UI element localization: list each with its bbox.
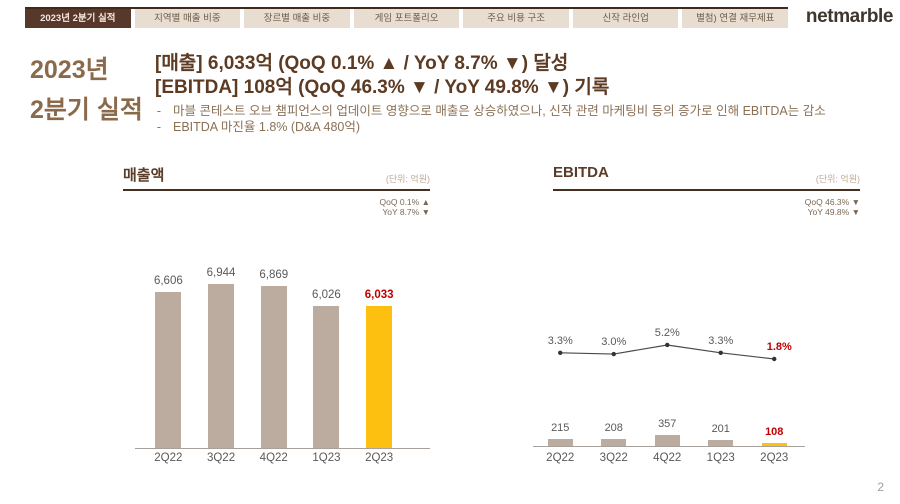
revenue-category-2Q23: 2Q23 [365,452,394,464]
ebitda-bar-3Q22 [601,439,627,446]
ebitda-margin-point-4Q22 [665,342,670,348]
revenue-value-1Q23: 6,026 [312,289,341,301]
tab-1[interactable]: 지역별 매출 비중 [134,9,241,28]
ebitda-margin-label-2Q22: 3.3% [547,334,573,347]
tab-2[interactable]: 장르별 매출 비중 [244,9,350,28]
revenue-category-4Q22: 4Q22 [259,452,288,464]
ebitda-margin-label-4Q22: 5.2% [654,326,680,339]
revenue-metric-line: [매출] 6,033억 (QoQ 0.1% ▲ / YoY 8.7% ▼) 달성 [155,53,569,74]
bullet-text: EBITDA 마진율 1.8% (D&A 480억) [173,119,361,134]
revenue-category-1Q23: 1Q23 [312,452,341,464]
bullet-dash: - [156,119,162,134]
revenue-category-2Q22: 2Q22 [154,452,183,464]
commentary-bullets: - 마블 콘테스트 오브 챔피언스의 업데이트 영향으로 매출은 상승하였으나,… [155,104,885,135]
revenue-bar-3Q22 [208,284,235,448]
headline-metrics: [매출] 6,033억 (QoQ 0.1% ▲ / YoY 8.7% ▼) 달성… [155,52,885,135]
ebitda-margin-label-1Q23: 3.3% [708,334,734,347]
tab-6[interactable]: 별첨) 연결 재무제표 [682,9,789,28]
ebitda-category-2Q22: 2Q22 [546,452,575,464]
tab-5[interactable]: 신작 라인업 [572,9,679,28]
ebitda-margin-point-2Q23 [772,356,777,362]
revenue-unit-label: (단위: 억원) [385,174,430,184]
ebitda-margin-point-3Q22 [611,351,616,357]
tab-0[interactable]: 2023년 2분기 실적 [25,9,131,28]
ebitda-qoq-label: QoQ 46.3% ▼ [804,197,860,207]
bullet-item: - EBITDA 마진율 1.8% (D&A 480억) [155,120,885,136]
ebitda-bar-2Q23 [761,443,787,446]
revenue-value-3Q22: 6,944 [206,267,236,279]
ebitda-value-2Q22: 215 [551,422,570,434]
bullet-dash: - [156,104,162,118]
ebitda-bar-1Q23 [708,440,734,446]
ebitda-margin-point-1Q23 [718,350,723,356]
revenue-qoq-yoy-annotation: QoQ 0.1% ▲ YoY 8.7% ▼ [300,197,430,217]
revenue-yoy-label: YoY 8.7% ▼ [382,207,430,217]
revenue-bar-1Q23 [313,306,340,448]
ebitda-chart-header: EBITDA (단위: 억원) [553,160,860,191]
ebitda-value-2Q23: 108 [765,426,784,438]
revenue-chart-title: 매출액 [123,167,165,184]
ebitda-unit-label: (단위: 억원) [815,174,860,184]
top-divider-line [25,7,788,9]
ebitda-category-4Q22: 4Q22 [653,452,682,464]
revenue-value-2Q22: 6,606 [153,275,183,287]
revenue-bar-2Q23 [366,306,393,448]
ebitda-yoy-label: YoY 49.8% ▼ [807,207,860,217]
ebitda-bar-2Q22 [547,439,573,446]
netmarble-logo: netmarble [805,6,894,27]
ebitda-x-axis [533,446,805,447]
tab-4[interactable]: 주요 비용 구조 [463,9,569,28]
tab-3[interactable]: 게임 포트폴리오 [353,9,460,28]
ebitda-chart-title: EBITDA [553,164,609,181]
ebitda-margin-label-3Q22: 3.0% [601,336,627,349]
ebitda-category-1Q23: 1Q23 [706,452,735,464]
bullet-item: - 마블 콘테스트 오브 챔피언스의 업데이트 영향으로 매출은 상승하였으나,… [155,104,885,120]
revenue-chart-header: 매출액 (단위: 억원) [123,160,430,191]
revenue-category-3Q22: 3Q22 [206,452,236,464]
ebitda-margin-label-2Q23: 1.8% [766,340,792,353]
page-title-line1: 2023년 [30,56,109,84]
slide-tab-bar: 2023년 2분기 실적 지역별 매출 비중 장르별 매출 비중 게임 포트폴리오 주요… [25,9,789,28]
page-title-line2: 2분기 실적 [30,96,143,124]
ebitda-value-1Q23: 201 [711,423,730,435]
revenue-bar-2Q22 [155,292,182,448]
ebitda-qoq-yoy-annotation: QoQ 46.3% ▼ YoY 49.8% ▼ [730,197,860,217]
bullet-text: 마블 콘테스트 오브 챔피언스의 업데이트 영향으로 매출은 상승하였으나, 신… [173,104,826,118]
page-number: 2 [877,480,884,494]
revenue-x-axis [135,448,430,449]
ebitda-metric-line: [EBITDA] 108억 (QoQ 46.3% ▼ / YoY 49.8% ▼… [155,77,610,98]
ebitda-category-3Q22: 3Q22 [599,452,628,464]
revenue-qoq-label: QoQ 0.1% ▲ [379,197,430,207]
ebitda-margin-point-2Q22 [558,350,563,356]
ebitda-value-3Q22: 208 [604,422,623,434]
revenue-bar-4Q22 [260,286,287,448]
ebitda-category-2Q23: 2Q23 [760,452,789,464]
ebitda-margin-line-chart [558,342,777,362]
ebitda-bar-4Q22 [654,435,680,446]
revenue-value-4Q22: 6,869 [259,269,289,281]
ebitda-value-4Q22: 357 [658,418,677,430]
page-title: 2023년 2분기 실적 [30,50,143,130]
revenue-value-2Q23: 6,033 [364,289,394,301]
